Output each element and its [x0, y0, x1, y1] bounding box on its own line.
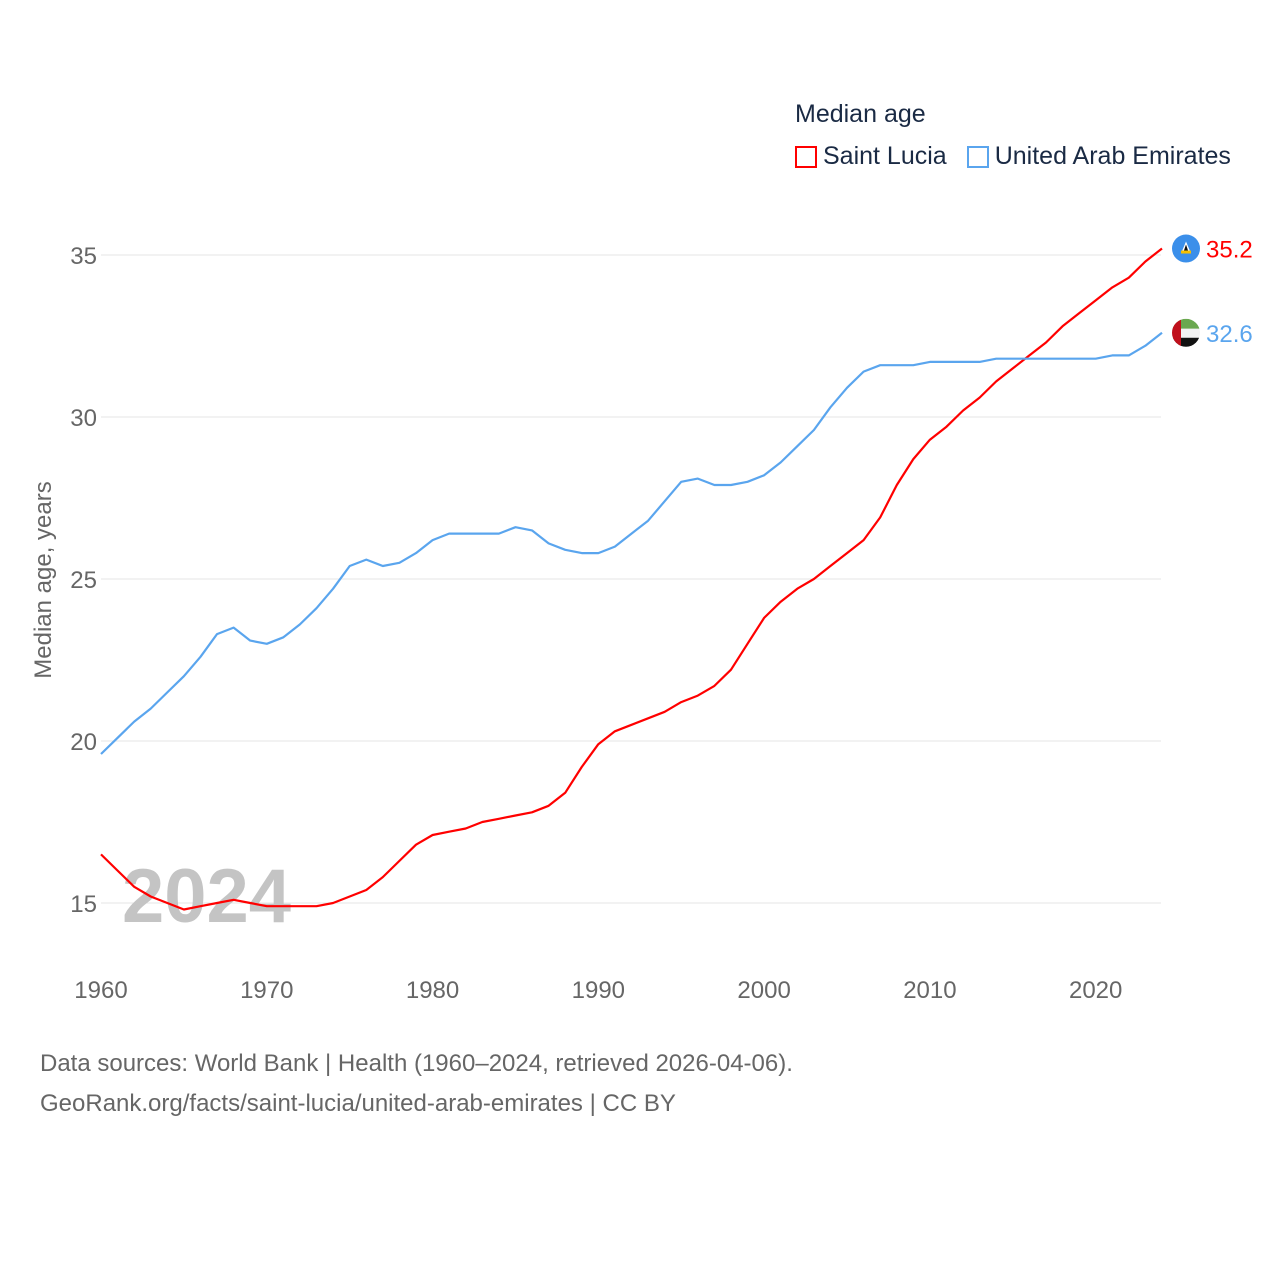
- legend-label: United Arab Emirates: [994, 142, 1231, 170]
- y-tick-label: 15: [70, 891, 97, 918]
- legend-label: Saint Lucia: [823, 142, 947, 170]
- legend-item-saint-lucia[interactable]: Saint Lucia: [795, 142, 947, 171]
- legend-title: Median age: [795, 100, 926, 128]
- uae-flag-icon: [1172, 318, 1200, 347]
- end-value-label: 32.6: [1206, 321, 1253, 348]
- y-tick-label: 35: [70, 243, 97, 270]
- x-tick-label: 2000: [737, 977, 790, 1004]
- series-line-uae: [100, 331, 1163, 755]
- x-tick-label: 1980: [406, 977, 459, 1004]
- footer: Data sources: World Bank | Health (1960–…: [40, 1044, 793, 1124]
- legend-swatch: [795, 145, 817, 168]
- saint-lucia-flag-icon: [1172, 234, 1200, 263]
- x-tick-label: 1960: [74, 977, 127, 1004]
- source-link[interactable]: GeoRank.org/facts/saint-lucia/united-ara…: [40, 1090, 676, 1117]
- x-tick-label: 1990: [572, 977, 625, 1004]
- series-line-saint-lucia: [100, 247, 1163, 911]
- y-axis-label: Median age, years: [30, 481, 57, 678]
- y-tick-label: 25: [70, 567, 97, 594]
- y-tick-label: 30: [70, 405, 97, 432]
- end-value-label: 35.2: [1206, 237, 1253, 264]
- legend: Saint Lucia United Arab Emirates: [795, 142, 1231, 171]
- year-watermark: 2024: [122, 854, 291, 939]
- y-tick-label: 20: [70, 729, 97, 756]
- x-tick-label: 1970: [240, 977, 293, 1004]
- x-tick-label: 2010: [903, 977, 956, 1004]
- x-tick-label: 2020: [1069, 977, 1122, 1004]
- data-sources: Data sources: World Bank | Health (1960–…: [40, 1050, 793, 1077]
- legend-item-uae[interactable]: United Arab Emirates: [966, 142, 1231, 171]
- legend-swatch: [966, 145, 989, 168]
